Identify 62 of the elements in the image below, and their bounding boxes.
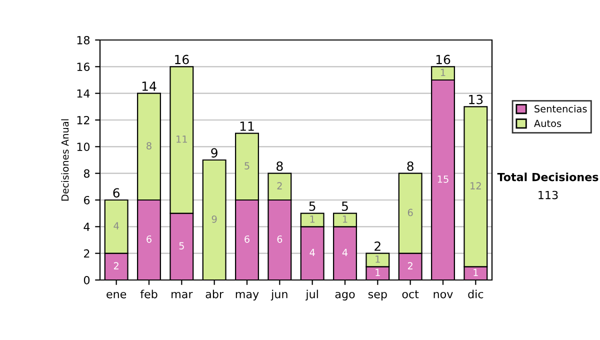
y-tick-label: 16 <box>77 62 90 72</box>
data-label: 4 <box>342 248 348 256</box>
data-label: 1 <box>310 216 315 223</box>
y-axis-title: Decisiones Anual <box>61 119 69 201</box>
x-tick-label: sep <box>368 292 387 300</box>
y-tick-label: 2 <box>84 249 90 258</box>
y-tick-label: 0 <box>84 276 90 284</box>
y-tick-label: 8 <box>84 169 90 178</box>
data-label: 9 <box>212 215 217 223</box>
data-label: 11 <box>176 136 187 143</box>
y-tick-label: 10 <box>77 142 90 152</box>
data-label: 2 <box>277 182 282 190</box>
total-label: 9 <box>211 148 218 158</box>
total-label: 8 <box>276 161 283 171</box>
data-label: 1 <box>376 256 380 263</box>
data-label: 4 <box>114 222 119 230</box>
text: Total Decisiones <box>497 172 598 182</box>
total-label: 6 <box>113 188 120 198</box>
total-label: 11 <box>240 122 254 131</box>
data-label: 1 <box>440 68 446 76</box>
data-label: 4 <box>310 248 315 256</box>
total-label: 13 <box>469 94 483 104</box>
data-label: 15 <box>438 176 448 183</box>
y-tick-label: 4 <box>84 222 90 231</box>
data-label: 6 <box>277 235 282 243</box>
total-label: 2 <box>374 241 380 251</box>
data-label: 6 <box>146 235 152 243</box>
data-label: 6 <box>408 208 413 216</box>
data-label: 1 <box>342 216 348 223</box>
total-label: 14 <box>142 82 156 91</box>
x-tick-label: jun <box>270 290 288 300</box>
x-tick-label: may <box>236 292 259 300</box>
total-label: 8 <box>407 161 414 171</box>
data-label: 6 <box>244 235 250 243</box>
x-tick-label: ago <box>335 292 355 300</box>
total-label: 16 <box>436 54 450 64</box>
x-tick-label: jul <box>306 290 318 300</box>
y-tick-label: 14 <box>77 89 90 98</box>
legend-label: Autos <box>534 120 562 128</box>
data-label: 2 <box>114 262 118 270</box>
x-tick-label: abr <box>206 290 224 298</box>
x-tick-label: feb <box>140 290 158 298</box>
x-tick-label: oct <box>402 290 419 298</box>
x-tick-label: dic <box>468 290 484 298</box>
y-tick-label: 18 <box>77 36 90 44</box>
x-tick-label: ene <box>106 292 126 298</box>
total-label: 16 <box>175 54 189 64</box>
x-tick-label: mar <box>172 292 193 298</box>
total-label: 5 <box>309 202 316 211</box>
legend-label: Sentencias <box>534 104 587 112</box>
data-label: 8 <box>146 142 152 150</box>
data-label: 1 <box>474 268 478 276</box>
y-tick-label: 12 <box>77 116 90 124</box>
text: 113 <box>538 190 558 200</box>
data-label: 1 <box>376 268 380 276</box>
total-label: 5 <box>342 202 348 211</box>
data-label: 12 <box>470 182 481 190</box>
y-tick-label: 6 <box>84 196 90 204</box>
data-label: 2 <box>408 262 412 270</box>
data-label: 5 <box>179 242 184 250</box>
data-label: 5 <box>244 162 250 170</box>
x-tick-label: nov <box>434 292 453 298</box>
